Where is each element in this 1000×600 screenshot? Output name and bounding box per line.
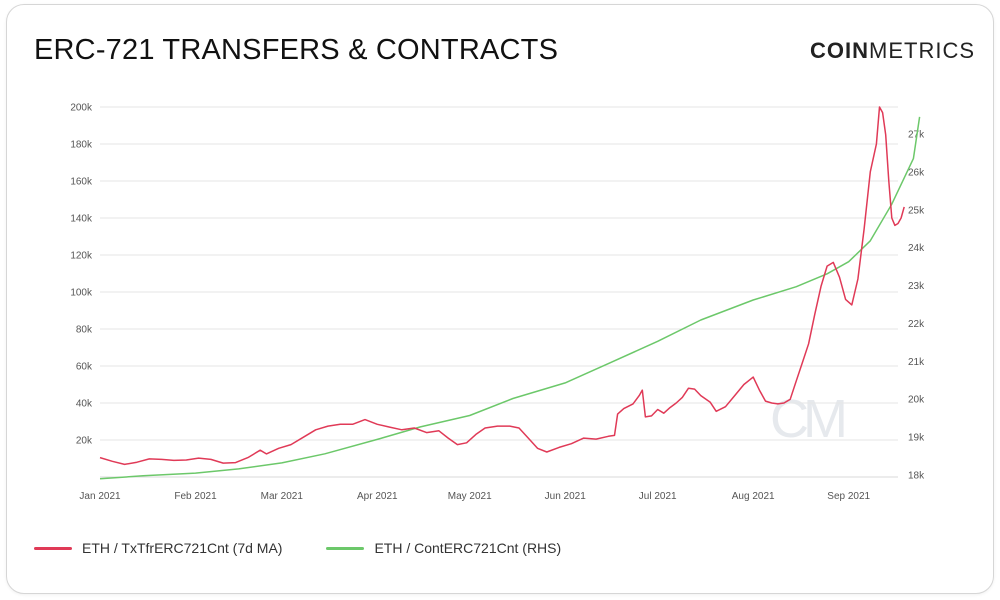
brand-logo-coin: COIN — [810, 38, 869, 63]
left-axis-tick-label: 20k — [76, 436, 93, 447]
legend-label-transfers: ETH / TxTfrERC721Cnt (7d MA) — [82, 540, 283, 556]
right-axis-tick-label: 22k — [908, 319, 925, 330]
x-axis-tick-label: May 2021 — [448, 491, 492, 502]
brand-logo: COINMETRICS — [810, 38, 975, 64]
left-axis-tick-label: 120k — [70, 251, 93, 262]
x-axis-tick-label: Jun 2021 — [545, 491, 587, 502]
legend-item-contracts[interactable]: ETH / ContERC721Cnt (RHS) — [326, 540, 561, 556]
gridlines — [100, 106, 898, 478]
series-line-contracts — [99, 116, 921, 480]
legend-label-contracts: ETH / ContERC721Cnt (RHS) — [374, 540, 562, 556]
legend-swatch-transfers — [34, 546, 72, 550]
left-axis-ticks: 20k 40k 60k 80k 100k 120k 140k 160k 180k 200k — [70, 103, 93, 447]
left-axis-tick-label: 200k — [70, 103, 93, 114]
x-axis-ticks: Jan 2021 Feb 2021 Mar 2021 Apr 2021 May 2021… — [79, 491, 870, 502]
x-axis-tick-label: Jan 2021 — [79, 491, 121, 502]
left-axis-tick-label: 160k — [70, 177, 93, 188]
left-axis-tick-label: 180k — [70, 140, 93, 151]
right-axis-tick-label: 19k — [908, 433, 925, 444]
brand-logo-metrics: METRICS — [869, 38, 975, 63]
right-axis-tick-label: 20k — [908, 395, 925, 406]
x-axis-tick-label: Mar 2021 — [261, 491, 304, 502]
right-axis-tick-label: 23k — [908, 281, 925, 292]
left-axis-tick-label: 100k — [70, 288, 93, 299]
watermark-logo: CM — [770, 389, 848, 449]
x-axis-tick-label: Sep 2021 — [827, 491, 870, 502]
x-axis-tick-label: Aug 2021 — [732, 491, 775, 502]
chart-title: ERC-721 TRANSFERS & CONTRACTS — [34, 34, 559, 66]
left-axis-tick-label: 40k — [76, 399, 93, 410]
left-axis-tick-label: 80k — [76, 325, 93, 336]
legend-item-transfers[interactable]: ETH / TxTfrERC721Cnt (7d MA) — [34, 540, 282, 556]
right-axis-tick-label: 24k — [908, 243, 925, 254]
left-axis-tick-label: 140k — [70, 214, 93, 225]
right-axis-tick-label: 18k — [908, 471, 925, 482]
legend-swatch-contracts — [326, 546, 365, 550]
chart-card — [6, 4, 994, 594]
right-axis-tick-label: 26k — [908, 167, 925, 178]
right-axis-tick-label: 21k — [908, 357, 925, 368]
right-axis-tick-label: 25k — [908, 205, 925, 216]
x-axis-tick-label: Jul 2021 — [639, 491, 677, 502]
left-axis-tick-label: 60k — [76, 362, 93, 373]
series-line-transfers — [99, 106, 905, 466]
x-axis-tick-label: Apr 2021 — [357, 491, 398, 502]
x-axis-tick-label: Feb 2021 — [174, 491, 217, 502]
series-lines — [99, 106, 921, 480]
legend: ETH / TxTfrERC721Cnt (7d MA) ETH / ContE… — [34, 540, 561, 556]
